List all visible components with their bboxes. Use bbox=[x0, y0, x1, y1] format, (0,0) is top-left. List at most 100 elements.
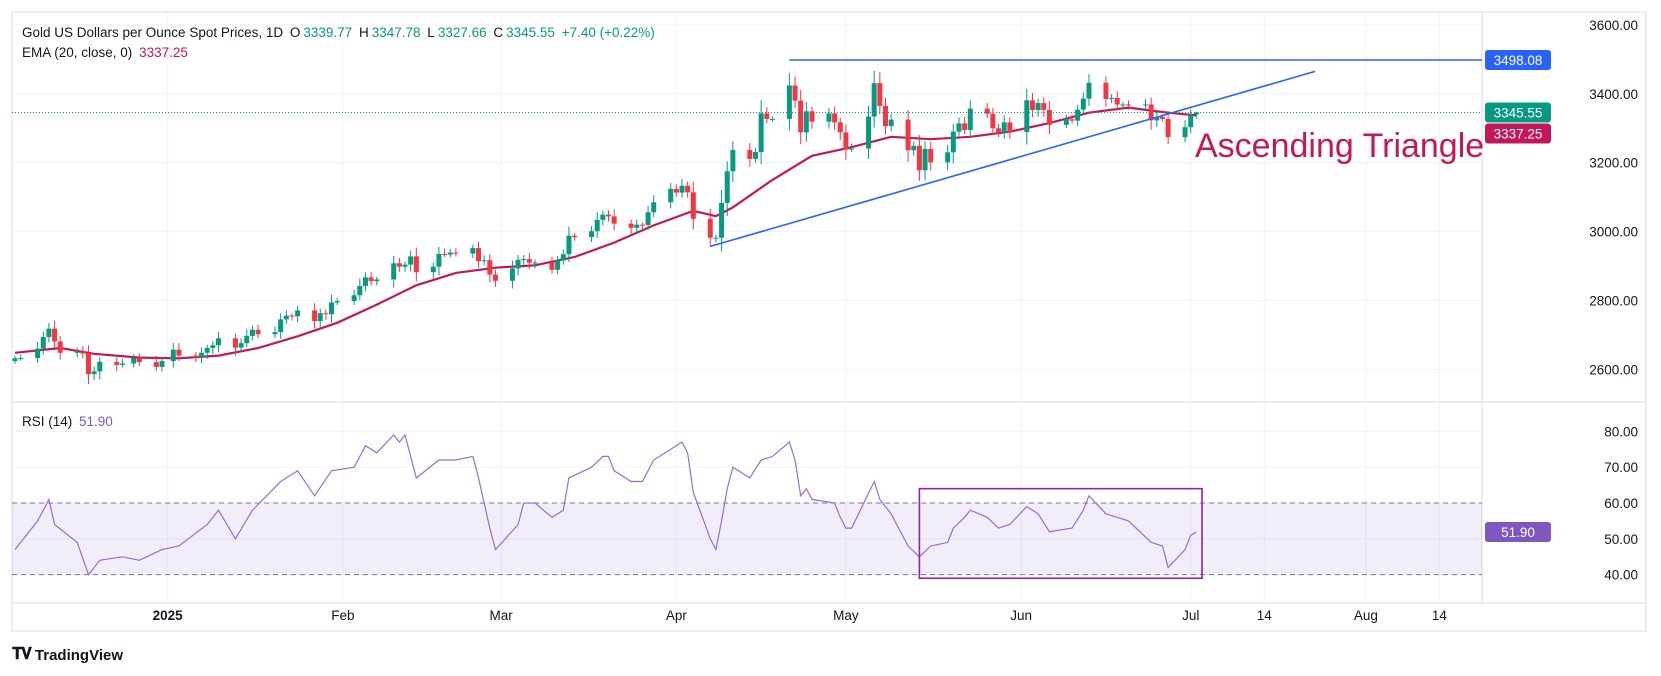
legend-open-label: O bbox=[289, 25, 301, 40]
rsi-path bbox=[14, 433, 1197, 576]
time-tick-label: May bbox=[833, 608, 859, 623]
candle-body bbox=[1075, 109, 1081, 121]
candle-body bbox=[114, 361, 120, 365]
price-legend: Gold US Dollars per Ounce Spot Prices, 1… bbox=[22, 25, 658, 40]
candle-body bbox=[40, 336, 46, 349]
candle-body bbox=[312, 310, 318, 322]
price-badge-1: 3345.55 bbox=[1494, 106, 1543, 121]
candle-body bbox=[1035, 103, 1041, 110]
candle-body bbox=[877, 83, 883, 106]
tradingview-logo-text: TradingView bbox=[34, 646, 124, 664]
candle-body bbox=[1143, 104, 1149, 106]
candle-body bbox=[843, 132, 849, 150]
candle-body bbox=[492, 274, 498, 281]
legend-close-label: C bbox=[493, 25, 504, 40]
candles bbox=[12, 70, 1199, 385]
candle-body bbox=[990, 113, 996, 129]
candle-body bbox=[215, 338, 221, 346]
candle-body bbox=[368, 277, 374, 282]
candle-body bbox=[786, 85, 792, 119]
candle-body bbox=[651, 202, 657, 213]
price-badge-0: 3498.08 bbox=[1494, 53, 1543, 68]
rsi-tick-label: 50.00 bbox=[1604, 532, 1638, 547]
candle-body bbox=[690, 192, 696, 219]
candle-body bbox=[1046, 109, 1052, 125]
rsi-tick-label: 70.00 bbox=[1604, 460, 1638, 475]
candle-body bbox=[35, 348, 41, 358]
rsi-badge: 51.90 bbox=[1501, 525, 1535, 540]
rsi-band bbox=[12, 502, 1482, 576]
candle-body bbox=[594, 219, 600, 232]
candle-body bbox=[1086, 82, 1092, 99]
candle-body bbox=[283, 315, 289, 320]
candle-body bbox=[521, 259, 527, 261]
candle-body bbox=[1154, 116, 1160, 121]
candle-body bbox=[685, 185, 691, 193]
time-tick-label: 14 bbox=[1432, 608, 1448, 623]
candle-body bbox=[639, 224, 645, 226]
candle-body bbox=[673, 188, 679, 193]
rsi-badge-bg bbox=[1485, 522, 1551, 543]
candle-body bbox=[442, 253, 448, 255]
price-tick-label: 2800.00 bbox=[1589, 293, 1638, 308]
tradingview-logo[interactable]: 𝐓𝐕 TradingView bbox=[12, 646, 123, 664]
rsi-tick-label: 80.00 bbox=[1604, 424, 1638, 439]
rsi-value: 51.90 bbox=[79, 414, 113, 429]
rsi-label: RSI (14) bbox=[22, 414, 73, 429]
candle-body bbox=[645, 212, 651, 226]
rsi-tick-label: 60.00 bbox=[1604, 496, 1638, 511]
price-tick-label: 3000.00 bbox=[1589, 225, 1638, 240]
candle-body bbox=[566, 235, 572, 255]
candle-body bbox=[611, 216, 617, 224]
candle-body bbox=[1001, 122, 1007, 133]
candle-body bbox=[119, 363, 125, 365]
candle-body bbox=[1165, 118, 1171, 138]
ema-value: 3337.25 bbox=[139, 45, 188, 60]
candle-body bbox=[922, 148, 928, 171]
candle-body bbox=[413, 256, 419, 273]
candle-body bbox=[888, 119, 894, 127]
price-badge-1-bg bbox=[1485, 102, 1551, 123]
candle-body bbox=[1148, 104, 1154, 121]
candle-body bbox=[572, 235, 578, 238]
candle-body bbox=[249, 329, 255, 336]
candle-body bbox=[962, 123, 968, 130]
candle-body bbox=[747, 149, 753, 159]
candle-body bbox=[515, 259, 521, 269]
candle-body bbox=[447, 252, 453, 255]
legend-high-label: H bbox=[358, 25, 369, 40]
candle-body bbox=[204, 347, 210, 353]
annotation-ascending-triangle: Ascending Triangle bbox=[1195, 127, 1484, 165]
candle-body bbox=[549, 262, 555, 270]
candle-body bbox=[391, 263, 397, 280]
candle-body bbox=[826, 113, 832, 122]
candle-body bbox=[1120, 104, 1126, 106]
ema-line bbox=[14, 106, 1197, 360]
candle-body bbox=[967, 108, 973, 130]
candle-body bbox=[758, 113, 764, 152]
candle-body bbox=[176, 349, 182, 356]
candle-body bbox=[956, 123, 962, 132]
ema-20-path bbox=[14, 106, 1197, 360]
candle-body bbox=[679, 185, 685, 193]
candle-body bbox=[232, 338, 238, 348]
candle-body bbox=[131, 357, 137, 364]
candle-body bbox=[334, 301, 340, 303]
candle-body bbox=[1007, 122, 1013, 133]
candle-body bbox=[996, 128, 1002, 133]
axes: 3600.00 3400.00 3200.00 3000.00 2800.00 2600.… bbox=[153, 18, 1638, 623]
candle-body bbox=[928, 148, 934, 163]
candle-body bbox=[905, 119, 911, 151]
candle-body bbox=[600, 214, 606, 220]
candle-body bbox=[193, 355, 199, 358]
candle-body bbox=[634, 224, 640, 228]
candle-body bbox=[849, 148, 855, 150]
time-tick-label: 2025 bbox=[153, 608, 184, 623]
candle-body bbox=[362, 277, 368, 286]
candle-body bbox=[396, 263, 402, 267]
candle-body bbox=[476, 248, 482, 262]
support-trendline bbox=[710, 70, 1316, 248]
candle-body bbox=[74, 351, 80, 353]
candle-body bbox=[1114, 97, 1120, 105]
candle-body bbox=[668, 188, 674, 203]
